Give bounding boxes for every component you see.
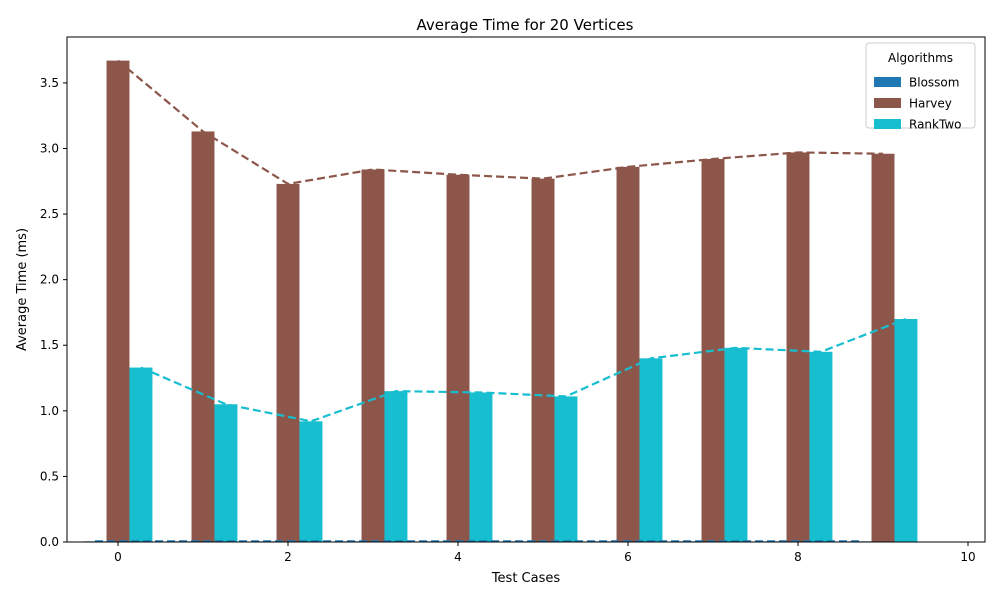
trend-line-ranktwo <box>140 317 907 423</box>
legend-title: Algorithms <box>888 51 953 65</box>
bar-ranktwo-9 <box>894 319 918 542</box>
bar-ranktwo-1 <box>214 404 238 542</box>
legend-swatch-blossom <box>874 77 901 87</box>
y-tick-label: 2.5 <box>40 207 59 221</box>
bar-ranktwo-5 <box>554 396 578 542</box>
bar-harvey-3 <box>361 169 385 543</box>
bar-harvey-1 <box>191 131 215 542</box>
bar-ranktwo-6 <box>639 358 663 542</box>
y-tick-label: 2.0 <box>40 273 59 287</box>
legend-label-blossom: Blossom <box>909 76 959 90</box>
bar-harvey-0 <box>106 60 130 543</box>
bar-harvey-5 <box>531 178 555 542</box>
x-tick-label: 10 <box>960 550 975 564</box>
bar-harvey-2 <box>276 183 300 542</box>
bar-ranktwo-7 <box>724 347 748 542</box>
x-tick-label: 2 <box>284 550 292 564</box>
x-tick-label: 0 <box>114 550 122 564</box>
y-tick-label: 3.5 <box>40 76 59 90</box>
legend: Algorithms Blossom Harvey RankTwo <box>865 42 976 132</box>
y-tick-label: 3.0 <box>40 141 59 155</box>
x-tick-label: 8 <box>794 550 802 564</box>
y-tick-label: 0.0 <box>40 535 59 549</box>
y-tick-label: 1.5 <box>40 338 59 352</box>
x-tick-label: 4 <box>454 550 462 564</box>
y-axis-title: Average Time (ms) <box>15 228 30 351</box>
bar-harvey-9 <box>871 153 895 543</box>
chart-title: Average Time for 20 Vertices <box>417 16 634 34</box>
bar-ranktwo-2 <box>299 421 323 542</box>
x-axis-title: Test Cases <box>491 571 561 586</box>
bar-ranktwo-3 <box>384 391 408 542</box>
axes-frame <box>66 36 986 543</box>
bar-harvey-8 <box>786 152 810 542</box>
legend-label-harvey: Harvey <box>909 97 952 111</box>
bar-ranktwo-0 <box>129 367 153 542</box>
y-tick-label: 1.0 <box>40 404 59 418</box>
bar-ranktwo-4 <box>469 392 493 542</box>
legend-swatch-ranktwo <box>874 119 901 129</box>
plot-area <box>83 59 918 543</box>
legend-label-ranktwo: RankTwo <box>909 118 961 132</box>
bar-ranktwo-8 <box>809 351 833 542</box>
bar-harvey-6 <box>616 166 640 543</box>
legend-swatch-harvey <box>874 98 901 108</box>
ticks: 0 2 4 6 8 10 0.0 0.5 1.0 1.5 2.0 2.5 3.0 3.5 <box>40 76 976 564</box>
trend-line-harvey <box>117 59 884 186</box>
bar-harvey-4 <box>446 174 470 543</box>
x-tick-label: 6 <box>624 550 632 564</box>
y-tick-label: 0.5 <box>40 469 59 483</box>
